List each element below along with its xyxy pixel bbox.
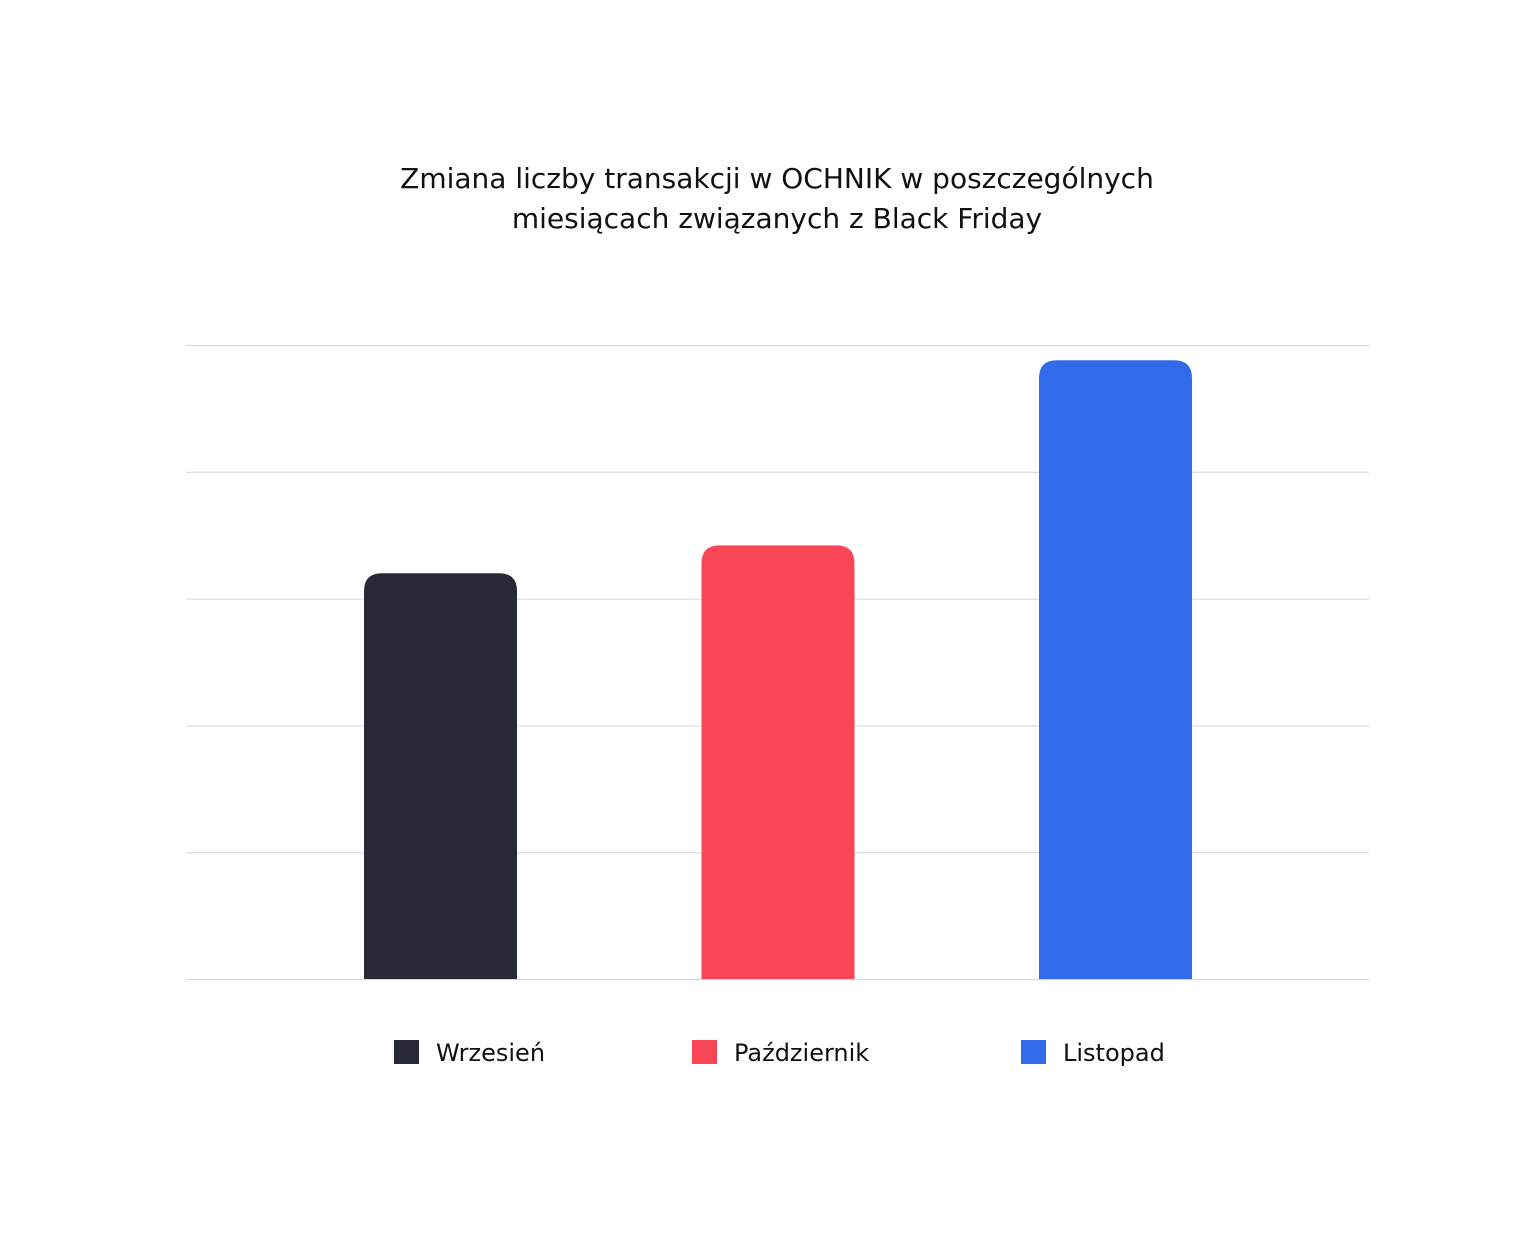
legend-swatch-listopad [1021, 1040, 1046, 1064]
bar-wrzesień [364, 573, 517, 979]
bar-październik [701, 545, 855, 979]
bars [364, 360, 1192, 979]
legend-label-listopad: Listopad [1063, 1039, 1165, 1067]
legend: Wrzesień Październik Listopad [394, 1039, 1165, 1067]
legend-swatch-wrzesien [394, 1040, 419, 1064]
chart-title-line-2: miesiącach związanych z Black Friday [512, 202, 1042, 235]
legend-label-wrzesien: Wrzesień [436, 1039, 545, 1067]
bar-listopad [1039, 360, 1192, 979]
chart-title-line-1: Zmiana liczby transakcji w OCHNIK w posz… [400, 162, 1154, 195]
legend-label-pazdziernik: Październik [734, 1039, 869, 1067]
legend-swatch-pazdziernik [692, 1040, 717, 1064]
